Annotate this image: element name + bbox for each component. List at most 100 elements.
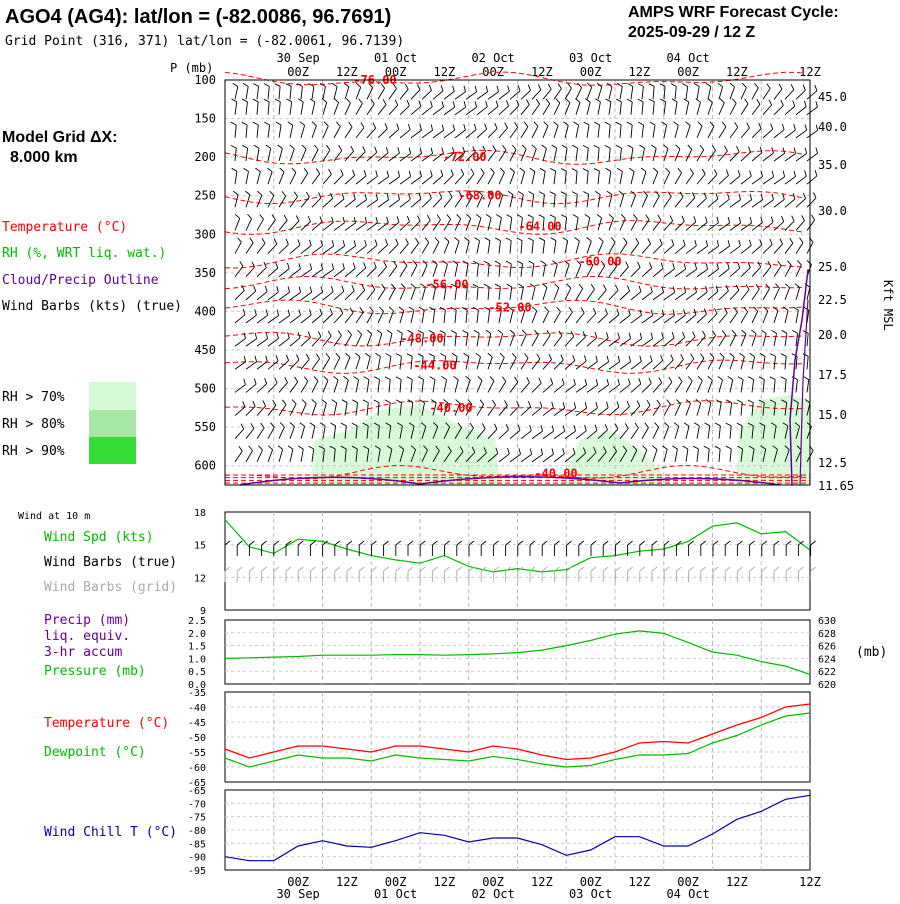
wind-barb bbox=[245, 190, 251, 196]
wind-barb bbox=[421, 379, 424, 393]
wind-barb bbox=[564, 430, 576, 440]
wind-barb bbox=[524, 353, 529, 359]
wind-barb bbox=[701, 168, 706, 175]
wind-barb bbox=[540, 448, 544, 455]
wind-barb bbox=[652, 449, 658, 462]
wind-barb bbox=[619, 218, 626, 231]
wind-barb bbox=[465, 356, 470, 370]
wind-barb bbox=[806, 422, 812, 427]
wind-barb bbox=[514, 376, 519, 383]
wind-barb bbox=[276, 332, 279, 339]
wind-barb bbox=[377, 379, 380, 393]
wind-barb bbox=[605, 98, 612, 103]
wind-barb bbox=[553, 148, 558, 162]
wind-barb bbox=[663, 426, 670, 439]
wind-barb bbox=[410, 242, 419, 254]
wind-barb bbox=[641, 338, 653, 347]
wind-barb bbox=[738, 239, 741, 246]
wind-barb bbox=[552, 260, 558, 265]
wind-barb bbox=[254, 332, 258, 339]
wind-barb bbox=[584, 402, 588, 409]
wind-barb bbox=[773, 356, 776, 370]
wind-barb bbox=[331, 240, 335, 247]
wind-barb bbox=[300, 172, 309, 185]
wind-barb bbox=[799, 237, 804, 243]
wind-panel-series-line bbox=[224, 519, 811, 573]
wind-barb bbox=[663, 292, 675, 301]
wind-barb bbox=[596, 213, 602, 219]
wind-barb bbox=[597, 101, 601, 115]
wind-barb bbox=[674, 221, 685, 231]
wind-barb bbox=[575, 102, 581, 115]
wind-barb bbox=[763, 306, 769, 312]
wind-barb bbox=[293, 191, 298, 197]
wind-barb bbox=[588, 260, 594, 266]
wind-barb bbox=[333, 198, 345, 208]
wind-barb bbox=[781, 123, 785, 130]
wind-barb bbox=[572, 144, 578, 149]
wind-barb bbox=[694, 239, 697, 246]
bottom-hour-label: 00Z bbox=[385, 875, 407, 889]
wind-barb bbox=[760, 445, 766, 450]
pressure-unit-label: P (mb) bbox=[170, 61, 213, 75]
wind-barb bbox=[296, 83, 303, 87]
wind-barb bbox=[231, 167, 238, 172]
wind-barb bbox=[608, 101, 612, 115]
wind-barb bbox=[626, 285, 631, 292]
wind-barb bbox=[384, 123, 388, 129]
wind-barb bbox=[564, 102, 571, 115]
wind-barb bbox=[649, 262, 653, 269]
wind-barb bbox=[663, 148, 669, 162]
wind-barb bbox=[421, 197, 432, 208]
wind-barb bbox=[751, 329, 757, 335]
wind-barb bbox=[582, 168, 589, 172]
wind-barb bbox=[652, 171, 659, 185]
wind-barb bbox=[516, 214, 523, 218]
wind-barb bbox=[509, 329, 515, 335]
wind-barb bbox=[696, 125, 703, 139]
wind-barb bbox=[784, 129, 796, 139]
wind-barb bbox=[560, 168, 567, 172]
wind-barb bbox=[531, 454, 543, 463]
wind-barb bbox=[778, 83, 783, 90]
wind-barb bbox=[498, 263, 501, 277]
wind-barb bbox=[652, 426, 660, 439]
wind-barb bbox=[442, 260, 448, 265]
wind-barb bbox=[520, 171, 526, 185]
wind-barb bbox=[443, 333, 446, 347]
wind-barb bbox=[264, 285, 268, 292]
wind-barb bbox=[440, 85, 444, 92]
wind-barb bbox=[649, 121, 656, 126]
wind-barb bbox=[388, 288, 396, 301]
wind-barb bbox=[406, 376, 413, 380]
wind-barb bbox=[595, 401, 598, 409]
wind-barb bbox=[593, 144, 600, 149]
wind-barb bbox=[352, 262, 356, 269]
wind-barb bbox=[454, 174, 465, 185]
surface-wind-barb bbox=[371, 540, 377, 546]
wind-barb bbox=[243, 378, 246, 385]
wind-barb bbox=[440, 353, 446, 357]
wind-barb bbox=[301, 144, 307, 150]
wind-barb bbox=[287, 121, 294, 126]
grid-wind-barb bbox=[737, 566, 743, 572]
wind-barb bbox=[497, 329, 503, 335]
wind-barb bbox=[321, 399, 327, 404]
wind-barb bbox=[630, 449, 638, 463]
wind-barb bbox=[618, 190, 624, 196]
wind-barb bbox=[285, 83, 292, 87]
wind-barb bbox=[454, 286, 458, 300]
wind-barb bbox=[520, 148, 527, 162]
wind-barb bbox=[616, 308, 620, 315]
wind-barb bbox=[564, 171, 567, 185]
wind-barb bbox=[696, 313, 707, 324]
wind-barb bbox=[520, 240, 523, 254]
wind-barb bbox=[531, 406, 543, 416]
wind-barb bbox=[531, 358, 541, 370]
wind-barb bbox=[351, 445, 358, 450]
wind-barb bbox=[333, 313, 344, 324]
wind-barb bbox=[465, 151, 476, 162]
wind-barb bbox=[707, 291, 719, 301]
